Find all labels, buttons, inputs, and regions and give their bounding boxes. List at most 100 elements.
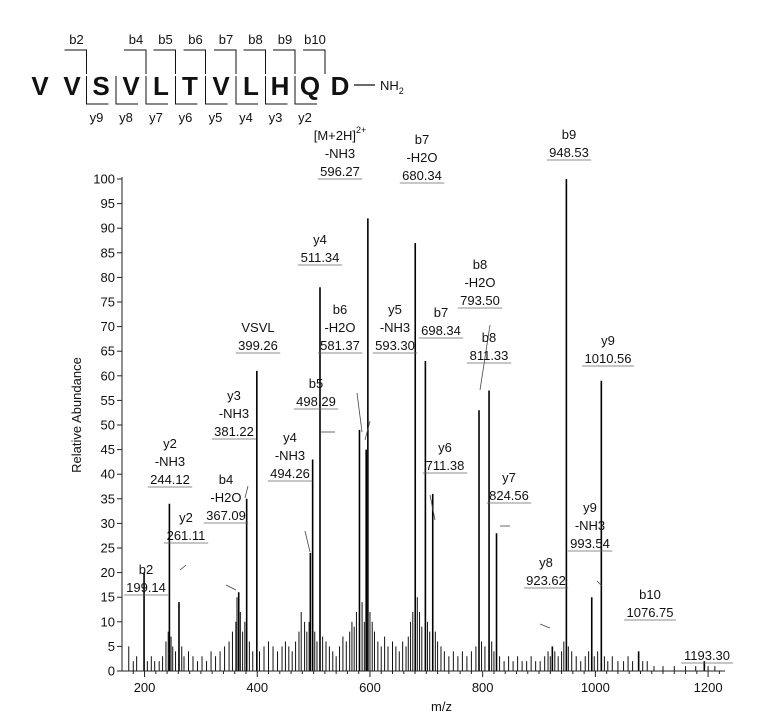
y-tick-label: 10 [101, 614, 115, 629]
annotation-mz: 399.26 [238, 338, 278, 353]
b-ion-label: b7 [219, 32, 233, 47]
annotation-leader [539, 623, 551, 629]
b-bracket-line [243, 49, 266, 74]
b-ion-label: b9 [278, 32, 292, 47]
annotation-mz: 1193.30 [684, 648, 730, 663]
annotation-698.34: b7 698.34 [418, 305, 464, 339]
annotation-leader [356, 392, 363, 433]
residue-10: Q [300, 71, 320, 101]
annotation-199.14: b2 199.14 [123, 562, 169, 596]
annotation-ion: b7 [415, 132, 429, 147]
y-ion-label: y3 [269, 110, 283, 125]
x-tick-label: 200 [134, 680, 156, 695]
annotation-593.30: y5 -NH3 593.30 [364, 302, 418, 441]
y-ion-bracket-y8: y8 [115, 76, 138, 125]
annotation-ion: y5 [388, 302, 402, 317]
annotation-mz: 1076.75 [627, 605, 674, 620]
b-ion-label: b10 [304, 32, 326, 47]
annotation-ion: -H2O [210, 490, 241, 505]
annotation-mz: 511.34 [301, 250, 340, 265]
annotation-ion: b7 [434, 305, 448, 320]
annotation-mz: 1010.56 [585, 351, 632, 366]
y-ion-label: y2 [298, 110, 312, 125]
residue-7: V [212, 71, 230, 101]
annotation-494.26: y4 -NH3 494.26 [267, 430, 313, 553]
annotation-ion: -NH3 [275, 448, 305, 463]
peak-annotations: b2 199.14 y2 -NH3 244.12 y2 261.11 b4 -H2O 367.09… [123, 125, 733, 664]
b-bracket-line [64, 49, 87, 74]
b-ion-bracket-b5: b5 [153, 32, 176, 74]
residue-1: V [31, 71, 49, 101]
y-tick-label: 80 [101, 270, 115, 285]
annotation-ion: y4 [313, 232, 327, 247]
y-tick-label: 40 [101, 467, 115, 482]
b-bracket-line [273, 49, 296, 74]
y-bracket-line [145, 76, 168, 105]
annotation-ion: -H2O [464, 275, 495, 290]
b-ion-bracket-b7: b7 [214, 32, 237, 74]
y-tick-label: 65 [101, 344, 115, 359]
y-tick-label: 100 [93, 172, 115, 187]
residue-5: L [153, 71, 169, 101]
annotation-mz: 494.26 [270, 466, 310, 481]
y-ion-bracket-y3: y3 [265, 76, 288, 125]
annotation-mz: 596.27 [320, 164, 360, 179]
b-ion-label: b2 [69, 32, 83, 47]
annotation-399.26: VSVL 399.26 [235, 320, 281, 354]
annotation-leader [479, 324, 491, 391]
annotation-leader [429, 494, 436, 521]
x-tick-label: 1000 [581, 680, 610, 695]
annotation-498.29: b5 498.29 [293, 376, 339, 433]
annotation-ion: b10 [639, 587, 661, 602]
annotation-ion: -NH3 [155, 454, 185, 469]
y-ion-bracket-y2: y2 [294, 76, 317, 125]
y-ion-bracket-y6: y6 [175, 76, 198, 125]
annotation-mz: 711.38 [426, 458, 465, 473]
annotation-596.27: [M+2H]2+ -NH3 596.27 [314, 125, 366, 180]
annotation-581.37: b6 -H2O 581.37 [317, 302, 363, 433]
annotation-mz: 261.11 [167, 528, 206, 543]
x-tick-label: 400 [246, 680, 268, 695]
chart-axes: 0 5 10 15 20 25 30 35 40 45 50 55 60 65 70 75 80 85 90 95 10… [69, 172, 725, 714]
annotation-ion: y7 [502, 470, 516, 485]
y-bracket-line [175, 76, 198, 105]
annotation-leader [225, 584, 237, 591]
b-bracket-line [153, 49, 176, 74]
b-bracket-line [303, 49, 326, 74]
b-ion-label: b6 [188, 32, 202, 47]
b-ion-label: b5 [158, 32, 172, 47]
annotation-mz: 593.30 [375, 338, 415, 353]
annotation-mz: 824.56 [489, 488, 529, 503]
b-bracket-line [124, 49, 147, 74]
y-ion-bracket-y7: y7 [145, 76, 168, 125]
annotation-mz: 698.34 [421, 323, 461, 338]
annotation-711.38: y6 711.38 [422, 440, 468, 521]
y-ion-label: y7 [149, 110, 163, 125]
y-ion-label: y4 [239, 110, 253, 125]
annotation-261.11: y2 261.11 [163, 510, 209, 571]
c-term-subscript: 2 [399, 86, 404, 96]
y-ion-bracket-y9: y9 [86, 76, 109, 125]
annotation-244.12: y2 -NH3 244.12 [147, 436, 193, 488]
annotation-mz: 793.50 [460, 293, 500, 308]
annotation-mz: 199.14 [126, 580, 166, 595]
annotation-ion: -NH3 [219, 406, 249, 421]
x-tick-label: 800 [472, 680, 494, 695]
residue-4: V [122, 71, 140, 101]
y-ion-label: y9 [90, 110, 104, 125]
annotation-1193.30: 1193.30 [681, 648, 733, 664]
annotation-511.34: y4 511.34 [297, 232, 343, 266]
annotation-ion: b5 [309, 376, 323, 391]
b-ion-bracket-b9: b9 [273, 32, 296, 74]
annotation-948.53: b9 948.53 [546, 127, 592, 161]
annotation-ion: b2 [139, 562, 153, 577]
annotation-680.34: b7 -H2O 680.34 [399, 132, 445, 184]
annotation-824.56: y7 824.56 [486, 470, 532, 527]
x-axis-title: m/z [431, 699, 452, 714]
annotation-381.22: y3 -NH3 381.22 [211, 388, 257, 499]
annotation-ion: y9 [583, 500, 597, 515]
y-tick-label: 25 [101, 541, 115, 556]
annotation-mz: 993.54 [570, 536, 610, 551]
